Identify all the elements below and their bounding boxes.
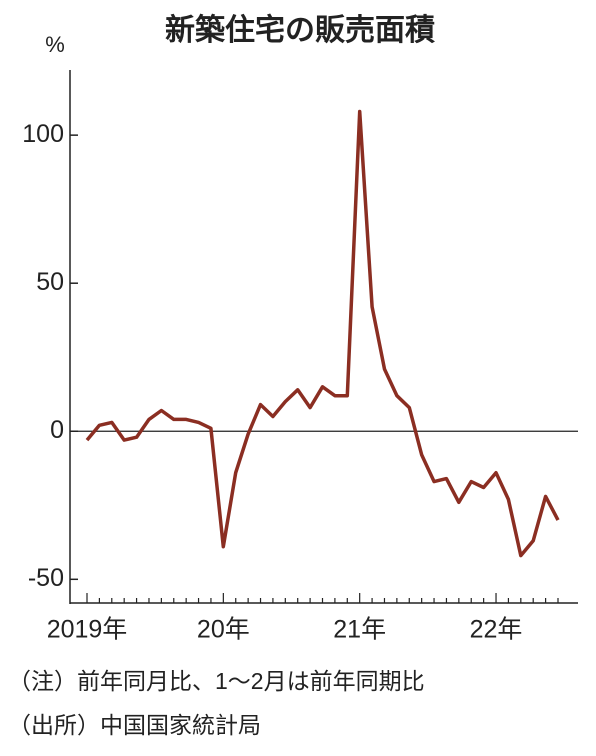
x-tick-label: 2019年	[47, 616, 128, 644]
y-unit: %	[45, 32, 65, 57]
x-tick-label: 20年	[197, 616, 250, 644]
note: （注）前年同月比、1～2月は前年同期比	[8, 668, 425, 694]
y-tick-label: -50	[28, 564, 64, 592]
series-line	[85, 109, 560, 558]
y-tick-label: 100	[22, 120, 64, 148]
x-tick-label: 22年	[470, 616, 523, 644]
y-tick-label: 50	[36, 268, 64, 296]
y-tick-label: 0	[50, 416, 64, 444]
x-tick-label: 21年	[333, 616, 386, 644]
chart-title: 新築住宅の販売面積	[165, 13, 435, 47]
note: （出所）中国国家統計局	[8, 712, 261, 738]
